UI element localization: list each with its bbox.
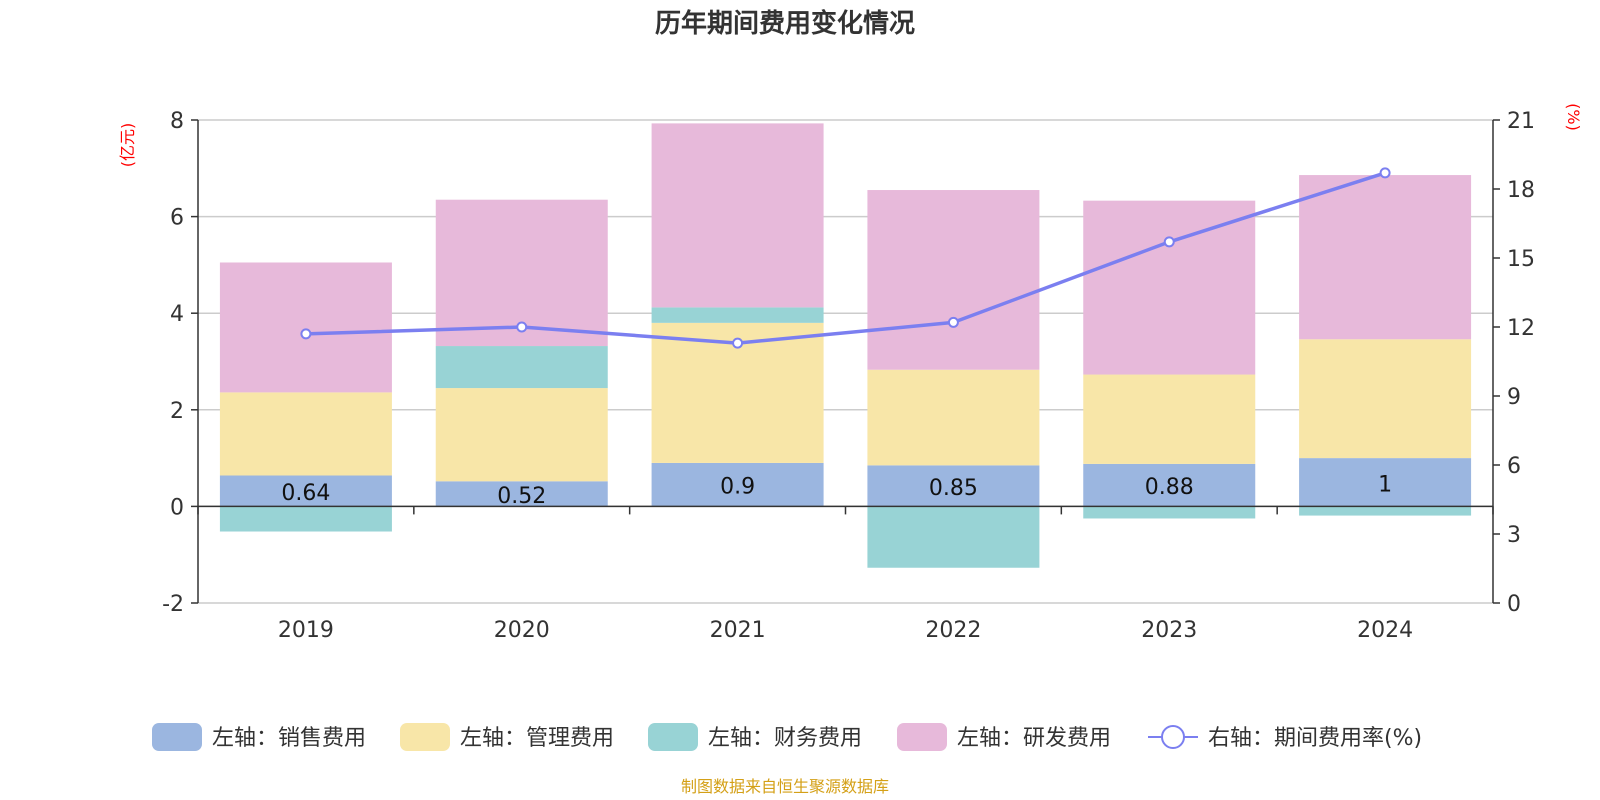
rate-line	[305, 171, 1386, 345]
rate-point	[300, 328, 312, 340]
x-tick-label: 2019	[278, 618, 334, 643]
left-tick-label: 2	[170, 399, 184, 424]
bar-segment	[435, 388, 608, 482]
bar-segment	[651, 462, 824, 507]
left-tick-label: 0	[170, 495, 184, 520]
legend-swatch	[152, 723, 202, 751]
data-labels-layer: 0.64 0.52 0.9 0.85 0.88 1	[281, 472, 1392, 509]
rate-point	[1163, 236, 1175, 248]
bar-segment	[435, 346, 608, 389]
rate-point	[732, 337, 744, 349]
data-label: 0.52	[497, 484, 546, 509]
legend-swatch	[897, 723, 947, 751]
bar-segment	[1083, 374, 1256, 464]
bar-segment	[219, 475, 392, 507]
right-tick-label: 9	[1507, 385, 1521, 410]
x-tick-label: 2020	[494, 618, 550, 643]
right-tick-label: 12	[1507, 316, 1535, 341]
legend-label: 左轴：研发费用	[957, 726, 1111, 751]
bar-segment	[1299, 175, 1472, 340]
legend-marker	[1161, 725, 1185, 749]
left-axis-unit: (亿元)	[118, 123, 137, 168]
data-label: 0.88	[1145, 475, 1194, 500]
right-tick-label: 6	[1507, 454, 1521, 479]
chart-title: 历年期间费用变化情况	[655, 8, 915, 39]
bar-segment	[651, 123, 824, 308]
x-tick-label: 2024	[1357, 618, 1413, 643]
bar-segment	[1083, 506, 1256, 519]
x-tick-label: 2021	[710, 618, 766, 643]
bar-segment	[1299, 458, 1472, 507]
right-tick-label: 3	[1507, 523, 1521, 548]
legend: 左轴：销售费用 左轴：管理费用 左轴：财务费用 左轴：研发费用 右轴：期间费用率(%)	[152, 723, 1422, 751]
legend-label: 左轴：财务费用	[708, 726, 862, 751]
bar-segment	[1083, 200, 1256, 375]
left-tick-label: -2	[162, 592, 184, 617]
bar-segment	[1299, 506, 1472, 516]
legend-label: 右轴：期间费用率(%)	[1208, 726, 1422, 751]
data-label: 0.64	[281, 481, 330, 506]
legend-label: 左轴：管理费用	[460, 726, 614, 751]
gridlines	[198, 119, 1493, 604]
right-tick-label: 15	[1507, 247, 1535, 272]
bar-segment	[867, 506, 1040, 568]
right-axis-unit: (%)	[1564, 103, 1583, 131]
legend-swatch	[648, 723, 698, 751]
x-tick-label: 2023	[1141, 618, 1197, 643]
bars-layer	[219, 123, 1472, 568]
bar-segment	[867, 369, 1040, 466]
x-tick-label: 2022	[925, 618, 981, 643]
bar-segment	[867, 190, 1040, 370]
bar-segment	[651, 307, 824, 323]
left-tick-label: 4	[170, 302, 184, 327]
bar-segment	[219, 392, 392, 476]
data-label: 1	[1378, 472, 1392, 497]
bar-segment	[867, 465, 1040, 507]
bar-segment	[435, 481, 608, 507]
data-label: 0.85	[929, 476, 978, 501]
right-tick-label: 18	[1507, 178, 1535, 203]
legend-label: 左轴：销售费用	[212, 726, 366, 751]
rate-point	[1379, 167, 1391, 179]
axes-layer: -2 0 2 4 6 8 0 3 6 9 12 15 18 21 (亿元) (%) 2019 2020 2021 20…	[118, 103, 1583, 643]
rate-point	[516, 321, 528, 333]
left-tick-label: 6	[170, 206, 184, 231]
right-tick-label: 21	[1507, 109, 1535, 134]
bar-segment	[1299, 339, 1472, 459]
right-tick-label: 0	[1507, 592, 1521, 617]
source-note: 制图数据来自恒生聚源数据库	[681, 777, 889, 796]
left-tick-label: 8	[170, 109, 184, 134]
rate-point	[947, 316, 959, 328]
legend-swatch	[400, 723, 450, 751]
bar-segment	[219, 506, 392, 532]
bar-segment	[1083, 463, 1256, 507]
data-label: 0.9	[720, 475, 755, 500]
rate-line-layer	[300, 167, 1391, 349]
bar-segment	[219, 262, 392, 393]
